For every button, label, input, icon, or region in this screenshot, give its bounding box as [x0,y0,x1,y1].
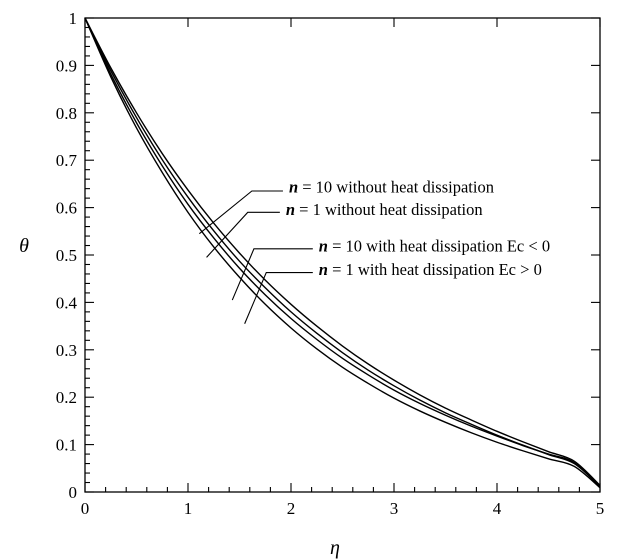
y-tick-label: 1 [69,9,78,28]
annotation-label-3: n = 10 with heat dissipation Ec < 0 [319,236,550,255]
x-tick-label: 2 [287,499,296,518]
axis-tick-labels: 0 1 2 3 4 5 0 0.1 0.2 0.3 0.4 0.5 0.6 0.7 0.8 0.9 1 [56,9,605,518]
annotation-leader-1 [198,190,283,235]
y-tick-label: 0.3 [56,341,77,360]
series-line-4 [84,17,601,489]
x-tick-label: 0 [81,499,90,518]
y-tick-label: 0.8 [56,104,77,123]
y-tick-label: 0.7 [56,151,78,170]
annotation-label-1: n = 10 without heat dissipation [289,178,494,197]
annotation-label-2: n = 1 without heat dissipation [286,200,483,219]
annotation-leader-2 [206,211,280,258]
data-curves [84,17,601,489]
series-line-1 [84,17,601,486]
y-tick-label: 0.9 [56,56,77,75]
y-tick-label: 0.2 [56,388,77,407]
x-tick-label: 1 [184,499,193,518]
x-axis-label: η [330,537,340,559]
annotation-leader-3 [231,248,313,301]
y-tick-label: 0.4 [56,293,78,312]
y-tick-label: 0 [69,483,78,502]
y-tick-label: 0.5 [56,246,77,265]
annotation-label-4: n = 1 with heat dissipation Ec > 0 [319,260,542,279]
y-tick-label: 0.1 [56,436,77,455]
x-tick-label: 5 [596,499,605,518]
y-tick-label: 0.6 [56,199,77,218]
axis-ticks [84,17,601,493]
x-tick-label: 3 [390,499,399,518]
annotation-leader-4 [244,271,313,324]
series-line-3 [84,17,601,488]
curve-annotations: n = 10 without heat dissipation n = 1 wit… [198,178,550,324]
x-tick-label: 4 [493,499,502,518]
y-axis-label: θ [19,235,29,257]
